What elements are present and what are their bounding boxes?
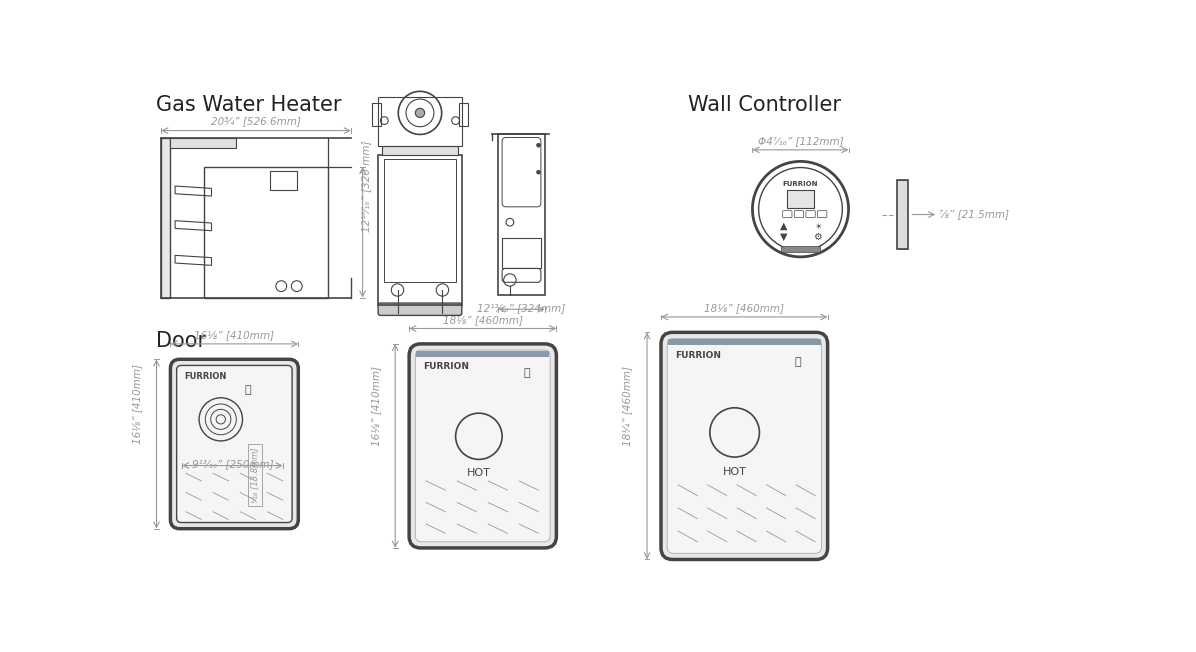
Text: FURRION: FURRION [782, 181, 818, 188]
Text: 18⅛” [460mm]: 18⅛” [460mm] [704, 303, 785, 313]
Text: 18⅛” [460mm]: 18⅛” [460mm] [443, 315, 523, 325]
Text: 12¹⁰⁄₁₆” [320 mm]: 12¹⁰⁄₁₆” [320 mm] [361, 141, 372, 232]
Circle shape [537, 170, 541, 174]
Text: ⚿: ⚿ [524, 368, 530, 378]
Text: HOT: HOT [722, 467, 746, 477]
FancyBboxPatch shape [177, 469, 292, 486]
Bar [669, 339, 820, 346]
Bar [161, 138, 170, 298]
FancyBboxPatch shape [378, 303, 462, 316]
Text: 9¹³⁄₁₆” [250mm]: 9¹³⁄₁₆” [250mm] [191, 460, 273, 469]
Circle shape [415, 108, 425, 117]
Text: 12¹³⁄₁₆” [324mm]: 12¹³⁄₁₆” [324mm] [477, 303, 566, 313]
Bar [170, 138, 237, 147]
Text: HOT: HOT [466, 468, 490, 479]
FancyBboxPatch shape [417, 477, 548, 495]
FancyBboxPatch shape [417, 498, 548, 516]
Text: ⚿: ⚿ [795, 357, 801, 366]
FancyBboxPatch shape [670, 526, 819, 546]
Text: Wall Controller: Wall Controller [688, 95, 841, 115]
Text: ▼: ▼ [780, 232, 787, 242]
Text: ☀: ☀ [813, 222, 822, 231]
FancyBboxPatch shape [409, 344, 556, 548]
Text: FURRION: FURRION [675, 351, 721, 360]
Text: Door: Door [155, 331, 206, 351]
Text: ⚿: ⚿ [245, 385, 251, 395]
FancyBboxPatch shape [177, 366, 292, 522]
Bar [203, 167, 328, 298]
Text: 16⅛” [410mm]: 16⅛” [410mm] [371, 366, 380, 446]
Bar [378, 155, 462, 305]
Text: 16⅛” [410mm]: 16⅛” [410mm] [195, 330, 274, 340]
Bar [416, 351, 549, 357]
FancyBboxPatch shape [670, 480, 819, 500]
Bar [897, 180, 908, 249]
FancyBboxPatch shape [177, 507, 292, 524]
Text: Φ4⁷⁄₁₆” [112mm]: Φ4⁷⁄₁₆” [112mm] [758, 136, 843, 146]
Bar [269, 171, 297, 190]
Bar [787, 190, 814, 209]
Bar [384, 159, 456, 282]
Bar [248, 444, 262, 505]
Text: ▲: ▲ [780, 221, 787, 231]
FancyBboxPatch shape [415, 350, 550, 542]
Bar [382, 146, 458, 155]
Bar [502, 237, 541, 269]
Text: 18¼” [460mm]: 18¼” [460mm] [623, 366, 633, 446]
FancyBboxPatch shape [670, 503, 819, 524]
Text: FURRION: FURRION [184, 372, 227, 381]
Text: FURRION: FURRION [423, 363, 469, 372]
FancyBboxPatch shape [417, 520, 548, 538]
FancyBboxPatch shape [177, 488, 292, 505]
FancyBboxPatch shape [667, 338, 822, 554]
Text: ⅞” [21.5mm]: ⅞” [21.5mm] [939, 209, 1009, 220]
Bar [459, 103, 468, 126]
FancyBboxPatch shape [170, 359, 298, 529]
Text: ⚙: ⚙ [813, 232, 822, 242]
Text: Gas Water Heater: Gas Water Heater [155, 95, 341, 115]
FancyBboxPatch shape [661, 333, 828, 559]
Bar [378, 98, 462, 146]
Text: 16⅛” [410mm]: 16⅛” [410mm] [132, 364, 142, 444]
Circle shape [537, 143, 541, 147]
Bar [781, 246, 820, 252]
Bar [372, 103, 382, 126]
Text: 20¾” [526.6mm]: 20¾” [526.6mm] [212, 116, 301, 126]
Text: ¹⁄₁₆ [13.8mm]: ¹⁄₁₆ [13.8mm] [250, 447, 260, 503]
Bar [499, 134, 544, 295]
